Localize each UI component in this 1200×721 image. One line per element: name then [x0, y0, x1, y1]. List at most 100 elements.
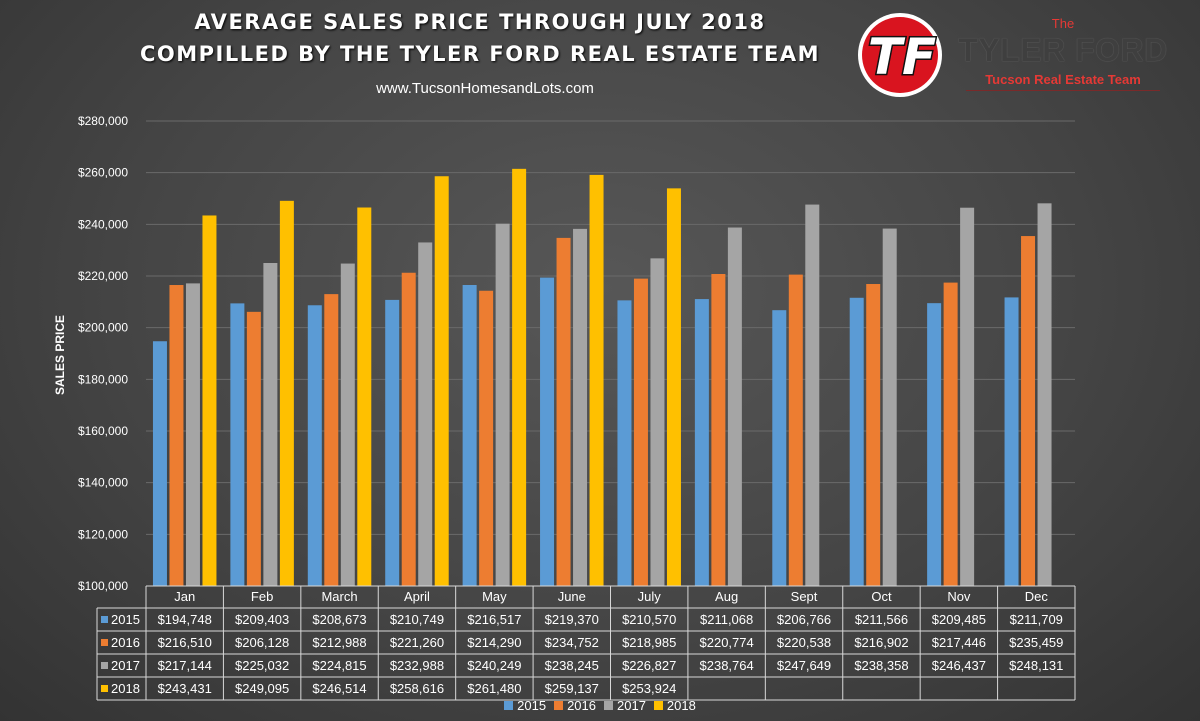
chart-title-line1: AVERAGE SALES PRICE THROUGH JULY 2018: [194, 10, 766, 34]
legend: 2015 2016 2017 2018: [0, 698, 1200, 713]
bar-2016-march: [324, 294, 339, 586]
data-label: $221,260: [390, 635, 444, 650]
data-label: $214,290: [467, 635, 521, 650]
bar-2016-oct: [866, 284, 881, 586]
bar-2016-sept: [788, 274, 803, 586]
bar-2017-may: [495, 223, 510, 587]
y-tick-label: $240,000: [78, 217, 128, 231]
data-label: $210,570: [622, 612, 676, 627]
data-label: $219,370: [545, 612, 599, 627]
y-tick-label: $160,000: [78, 424, 128, 438]
bar-2017-nov: [960, 207, 975, 587]
legend-swatch: [653, 701, 663, 710]
data-label: $212,988: [312, 635, 366, 650]
bar-2017-oct: [882, 228, 897, 586]
logo-letters: TF: [868, 28, 936, 86]
table-series-name: 2016: [111, 635, 140, 650]
y-tick-label: $280,000: [78, 114, 128, 128]
bar-2015-may: [462, 284, 477, 586]
bar-2015-march: [307, 305, 322, 586]
bar-2018-feb: [279, 200, 294, 586]
data-label: $194,748: [158, 612, 212, 627]
bar-2016-april: [401, 272, 416, 586]
legend-label: 2018: [666, 698, 696, 713]
x-tick-label: Feb: [251, 589, 273, 604]
table-key-swatch: [101, 662, 108, 669]
legend-swatch: [504, 701, 514, 710]
data-label: $224,815: [312, 658, 366, 673]
x-tick-label: March: [321, 589, 357, 604]
table-series-name: 2017: [111, 658, 140, 673]
brand-divider: [966, 90, 1160, 91]
data-label: $253,924: [622, 681, 676, 696]
brand-tagline: Tucson Real Estate Team: [985, 72, 1141, 87]
y-tick-label: $220,000: [78, 269, 128, 283]
data-label: $220,774: [700, 635, 754, 650]
table-key-swatch: [101, 639, 108, 646]
y-tick-label: $140,000: [78, 476, 128, 490]
data-label: $216,510: [158, 635, 212, 650]
legend-label: 2015: [517, 698, 547, 713]
bar-2017-july: [650, 258, 665, 586]
bar-2016-aug: [711, 274, 726, 586]
data-label: $206,128: [235, 635, 289, 650]
data-label: $234,752: [545, 635, 599, 650]
bar-2018-may: [512, 168, 527, 587]
bar-2017-june: [573, 228, 588, 587]
data-label: $226,827: [622, 658, 676, 673]
data-label: $208,673: [312, 612, 366, 627]
data-label: $206,766: [777, 612, 831, 627]
x-tick-label: Nov: [947, 589, 971, 604]
bar-2016-may: [479, 290, 494, 586]
data-label: $238,245: [545, 658, 599, 673]
data-label: $225,032: [235, 658, 289, 673]
legend-swatch: [554, 701, 564, 710]
bar-2018-june: [589, 174, 604, 586]
bar-2018-jan: [202, 215, 217, 586]
data-label: $211,709: [1010, 612, 1063, 627]
bar-2016-feb: [246, 311, 261, 586]
legend-item-2016: 2016: [554, 698, 596, 713]
data-label: $211,068: [700, 612, 753, 627]
data-label: $217,144: [158, 658, 212, 673]
data-label: $247,649: [777, 658, 831, 673]
x-tick-label: June: [558, 589, 586, 604]
data-label: $246,437: [932, 658, 986, 673]
bar-2016-july: [633, 278, 648, 586]
data-label: $240,249: [467, 658, 521, 673]
bar-2015-feb: [230, 303, 245, 586]
data-label: $248,131: [1009, 658, 1063, 673]
bar-2017-dec: [1037, 203, 1052, 586]
legend-item-2015: 2015: [504, 698, 546, 713]
data-label: $243,431: [158, 681, 212, 696]
legend-label: 2016: [567, 698, 596, 713]
x-tick-label: Aug: [715, 589, 738, 604]
bar-2015-sept: [772, 310, 787, 586]
legend-item-2017: 2017: [604, 698, 646, 713]
data-label: $218,985: [622, 635, 676, 650]
x-tick-label: Oct: [871, 589, 892, 604]
bar-2017-aug: [727, 227, 742, 586]
x-tick-label: Jan: [174, 589, 195, 604]
bar-2015-aug: [694, 299, 709, 586]
legend-swatch: [604, 701, 613, 710]
y-tick-label: $260,000: [78, 166, 128, 180]
y-tick-label: $120,000: [78, 527, 128, 541]
bars: [152, 168, 1052, 587]
bar-2016-june: [556, 237, 571, 586]
y-axis-label: SALES PRICE: [53, 315, 67, 395]
bar-2018-april: [434, 176, 449, 586]
y-tick-label: $100,000: [78, 579, 128, 593]
data-label: $211,566: [855, 612, 908, 627]
data-label: $216,517: [467, 612, 521, 627]
bar-2016-jan: [169, 285, 184, 586]
bar-2015-dec: [1004, 297, 1019, 586]
data-label: $249,095: [235, 681, 289, 696]
bar-2015-april: [385, 299, 400, 586]
x-tick-label: Dec: [1025, 589, 1049, 604]
bar-2017-feb: [263, 263, 278, 586]
bar-2016-nov: [943, 282, 958, 586]
bar-2015-june: [540, 277, 555, 586]
data-label: $209,403: [235, 612, 289, 627]
